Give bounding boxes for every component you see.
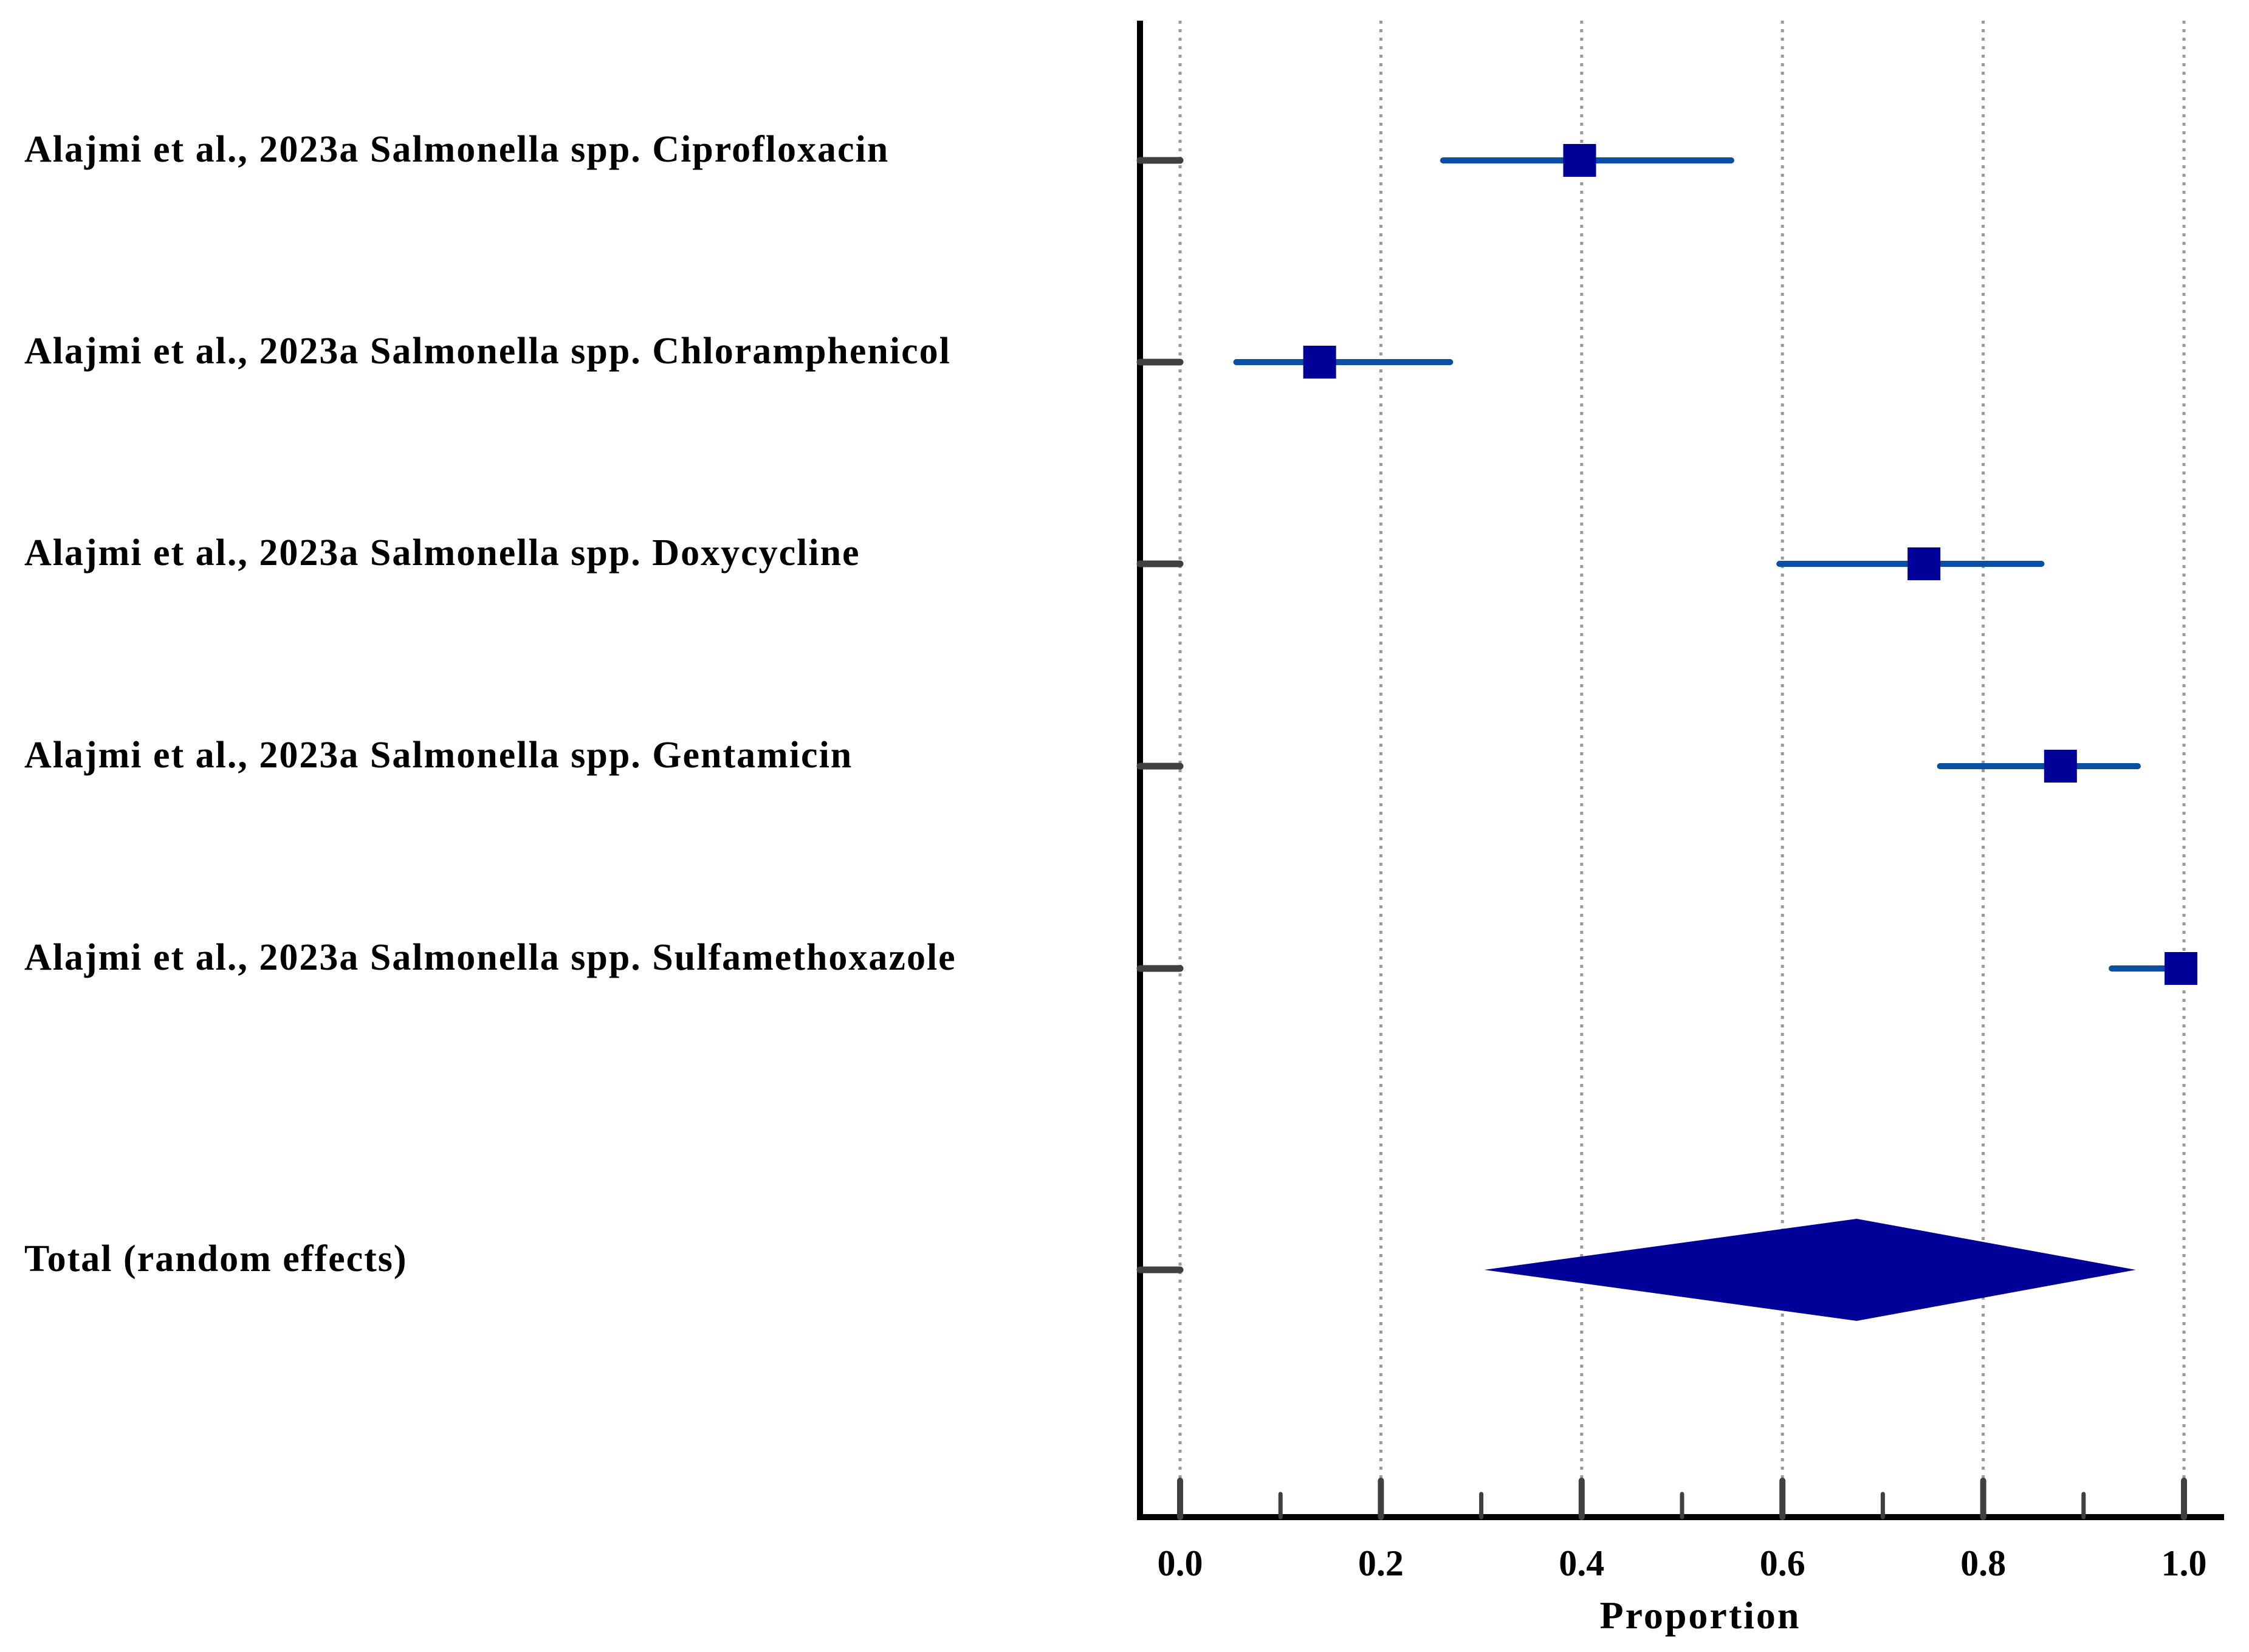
- study-label: Alajmi et al., 2023a Salmonella spp. Cip…: [24, 129, 889, 170]
- point-estimate-marker: [1563, 144, 1596, 177]
- pooled-estimate-diamond: [1484, 1219, 2136, 1321]
- x-tick-label-0.0: 0.0: [1158, 1543, 1203, 1583]
- x-axis-title: Proportion: [1599, 1594, 1801, 1637]
- study-label: Alajmi et al., 2023a Salmonella spp. Dox…: [24, 532, 860, 574]
- point-estimate-marker: [2044, 750, 2077, 783]
- x-tick-label-0.6: 0.6: [1760, 1543, 1805, 1583]
- total-label: Total (random effects): [24, 1238, 408, 1280]
- x-tick-label-0.2: 0.2: [1358, 1543, 1404, 1583]
- x-ticks: 0.0 0.2 0.4 0.6 0.8 1.0: [1158, 1478, 2207, 1583]
- x-tick-label-0.4: 0.4: [1559, 1543, 1604, 1583]
- point-estimate-marker: [1907, 547, 1941, 580]
- point-estimate-marker: [2165, 952, 2198, 985]
- point-estimate-marker: [1303, 346, 1336, 379]
- study-label: Alajmi et al., 2023a Salmonella spp. Chl…: [24, 331, 951, 372]
- x-tick-label-0.8: 0.8: [1960, 1543, 2006, 1583]
- row-ticks: [1136, 157, 1184, 1273]
- study-label: Alajmi et al., 2023a Salmonella spp. Sul…: [24, 937, 956, 978]
- study-label: Alajmi et al., 2023a Salmonella spp. Gen…: [24, 735, 853, 776]
- x-tick-label-1.0: 1.0: [2161, 1543, 2207, 1583]
- study-marks: [1233, 144, 2198, 1321]
- study-labels: Alajmi et al., 2023a Salmonella spp. Cip…: [24, 129, 956, 1280]
